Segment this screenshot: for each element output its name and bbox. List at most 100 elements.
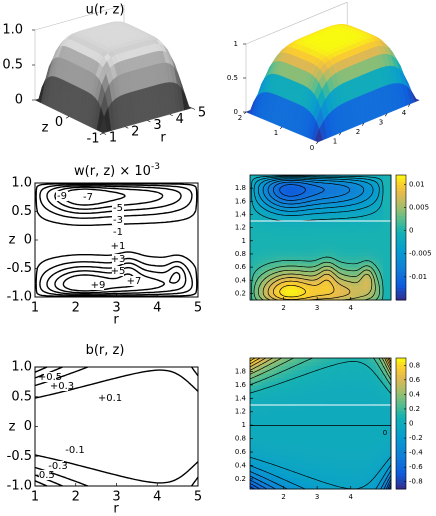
heat-cell [281, 285, 286, 290]
heat-cell [250, 431, 255, 436]
heat-cell [250, 233, 255, 238]
heat-cell [375, 454, 380, 459]
heat-cell [371, 431, 376, 436]
heat-cell [304, 404, 310, 409]
y-tick-label: 1 [242, 237, 246, 245]
heat-cell [285, 458, 290, 463]
heat-cell [351, 277, 357, 283]
heat-cell [359, 237, 365, 242]
label-backdrop [56, 381, 68, 391]
heat-cell [359, 438, 365, 444]
heat-cell [363, 222, 368, 227]
heat-cell [363, 230, 368, 235]
heat-cell [363, 415, 368, 421]
heat-cell [359, 373, 365, 378]
heat-cell [324, 411, 329, 417]
heat-cell [375, 392, 380, 398]
heat-cell [383, 226, 388, 231]
heat-cell [336, 365, 341, 371]
colorbar-tick-label: 0.005 [409, 203, 429, 211]
heat-cell [312, 189, 318, 194]
heat-cell [277, 285, 282, 290]
heat-cell [253, 255, 259, 261]
heat-cell [379, 248, 384, 253]
y-tick-label: 0.4 [235, 461, 247, 469]
heat-cell [285, 473, 290, 478]
heat-cell [387, 186, 392, 191]
heat-cell [383, 230, 388, 235]
heat-cell [300, 442, 306, 448]
heat-cell [285, 189, 290, 194]
heat-cell [387, 477, 392, 482]
heat-cell [324, 419, 329, 424]
heat-cell [332, 255, 337, 261]
heat-cell [351, 200, 357, 205]
heat-cell [320, 408, 325, 413]
heat-cell [336, 431, 341, 436]
heat-cell [379, 266, 384, 272]
heat-cell [340, 473, 345, 478]
heat-cell [253, 396, 259, 401]
heat-cell [355, 485, 361, 490]
colorbar-slice [396, 364, 406, 369]
heat-cell [316, 204, 321, 209]
heat-cell [379, 186, 384, 191]
colorbar-slice [396, 259, 406, 263]
heat-cell [347, 296, 353, 301]
heat-cell [387, 458, 392, 463]
heat-cell [308, 296, 314, 301]
heat-cell [359, 178, 365, 183]
heat-cell [363, 296, 368, 301]
heat-cell [332, 477, 337, 482]
colorbar-slice [396, 410, 406, 415]
heat-cell [375, 358, 380, 363]
heat-cell [328, 277, 333, 283]
heat-cell [312, 241, 318, 246]
heat-cell [308, 469, 314, 475]
heat-cell [383, 244, 388, 250]
heat-cell [332, 204, 337, 209]
heat-cell [379, 473, 384, 478]
heat-cell [344, 222, 349, 227]
heat-cell [293, 263, 298, 268]
heat-cell [320, 200, 325, 205]
heat-cell [363, 377, 368, 382]
heat-cell [371, 485, 376, 490]
colorbar-tick-label: 0 [409, 227, 413, 235]
heat-cell [347, 244, 353, 250]
heat-cell [277, 241, 282, 246]
heat-cell [277, 442, 282, 448]
heat-cell [257, 248, 263, 253]
heat-cell [379, 208, 384, 213]
heat-cell [351, 431, 357, 436]
heat-cell [371, 193, 376, 198]
heat-cell [257, 285, 263, 290]
heat-cell [316, 396, 321, 401]
heat-cell [289, 481, 294, 486]
heat-cell [363, 211, 368, 216]
heat-cell [320, 237, 325, 242]
heat-cell [363, 233, 368, 238]
heat-cell [304, 233, 310, 238]
heat-cell [355, 244, 361, 250]
heat-cell [375, 408, 380, 413]
heat-cell [351, 392, 357, 398]
heat-cell [304, 252, 310, 257]
colorbar-tick-label: -0.01 [409, 273, 427, 281]
heat-cell [367, 178, 372, 183]
heat-cell [387, 178, 392, 183]
heat-cell [308, 288, 314, 294]
heat-cell [312, 411, 318, 417]
heat-cell [332, 361, 337, 367]
heat-cell [351, 241, 357, 246]
heat-cell [250, 477, 255, 482]
heat-cell [289, 274, 294, 279]
heat-cell [375, 266, 380, 272]
heat-cell [363, 292, 368, 297]
x-tick-label: 2 [281, 304, 285, 312]
heat-cell [257, 485, 263, 490]
heat-cell [312, 450, 318, 455]
label-backdrop [112, 215, 124, 225]
heat-cell [300, 411, 306, 417]
colorbar-tick-label: 0.01 [409, 180, 425, 188]
